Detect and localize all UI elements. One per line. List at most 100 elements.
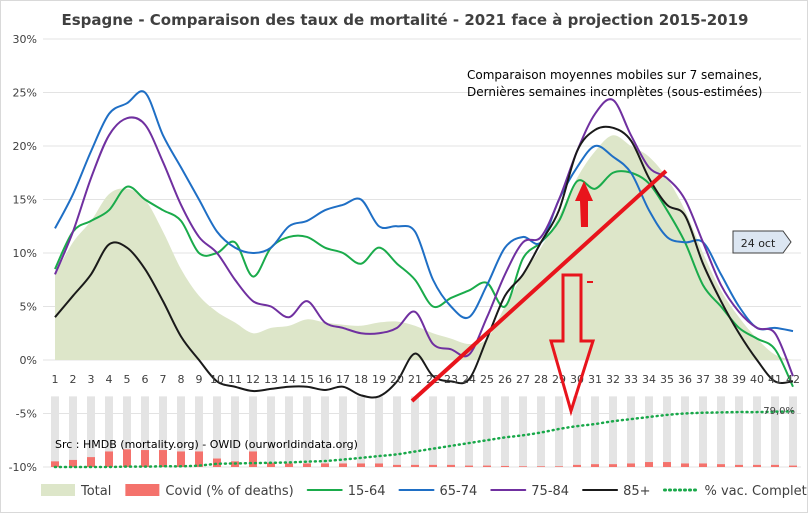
total-deaths-bar bbox=[591, 396, 599, 467]
x-tick-label: 34 bbox=[642, 373, 656, 386]
covid-bar bbox=[609, 464, 617, 467]
covid-bar bbox=[483, 465, 491, 467]
legend-label: Total bbox=[80, 484, 111, 499]
x-tick-label: 16 bbox=[318, 373, 332, 386]
covid-bar bbox=[753, 464, 761, 467]
covid-bar bbox=[123, 449, 131, 467]
covid-bar bbox=[447, 464, 455, 467]
covid-bar bbox=[51, 461, 59, 467]
y-tick-label: 25% bbox=[13, 87, 37, 100]
x-tick-label: 24 bbox=[462, 373, 476, 386]
total-deaths-bar bbox=[213, 396, 221, 467]
x-tick-label: 21 bbox=[408, 373, 422, 386]
total-deaths-bar bbox=[267, 396, 275, 467]
x-tick-label: 12 bbox=[246, 373, 260, 386]
covid-bar bbox=[627, 463, 635, 467]
total-deaths-bar bbox=[753, 396, 761, 467]
total-deaths-bar bbox=[123, 396, 131, 467]
x-tick-label: 6 bbox=[142, 373, 149, 386]
covid-bar bbox=[501, 465, 509, 467]
total-deaths-bar bbox=[627, 396, 635, 467]
y-tick-label: 30% bbox=[13, 33, 37, 46]
total-deaths-bar bbox=[375, 396, 383, 467]
total-deaths-bar bbox=[105, 396, 113, 467]
covid-bar bbox=[681, 463, 689, 467]
x-tick-label: 2 bbox=[70, 373, 77, 386]
covid-bar bbox=[285, 463, 293, 467]
x-tick-label: 18 bbox=[354, 373, 368, 386]
total-deaths-bar bbox=[231, 396, 239, 467]
legend-swatch bbox=[41, 484, 75, 496]
total-area bbox=[55, 135, 793, 360]
total-deaths-bar bbox=[501, 396, 509, 467]
total-deaths-bar bbox=[411, 396, 419, 467]
covid-bar bbox=[159, 450, 167, 467]
total-deaths-bar bbox=[735, 396, 743, 467]
total-deaths-bar bbox=[159, 396, 167, 467]
x-tick-label: 38 bbox=[714, 373, 728, 386]
covid-bar bbox=[789, 465, 797, 467]
total-deaths-bar bbox=[609, 396, 617, 467]
x-tick-label: 19 bbox=[372, 373, 386, 386]
covid-bar bbox=[249, 451, 257, 467]
x-tick-label: 32 bbox=[606, 373, 620, 386]
x-tick-label: 33 bbox=[624, 373, 638, 386]
covid-bar bbox=[213, 458, 221, 467]
x-tick-label: 28 bbox=[534, 373, 548, 386]
total-deaths-bar bbox=[357, 396, 365, 467]
x-tick-label: 40 bbox=[750, 373, 764, 386]
down-arrow-icon bbox=[549, 273, 596, 417]
total-deaths-bar bbox=[141, 396, 149, 467]
red-trend-line bbox=[410, 169, 668, 403]
covid-bar bbox=[645, 462, 653, 467]
total-deaths-bar bbox=[51, 396, 59, 467]
total-deaths-bar bbox=[321, 396, 329, 467]
covid-bar bbox=[177, 451, 185, 467]
line-15-64 bbox=[54, 170, 794, 388]
total-deaths-bar bbox=[177, 396, 185, 467]
covid-bar bbox=[69, 459, 77, 467]
date-label: 24 oct bbox=[741, 237, 776, 250]
x-tick-label: 37 bbox=[696, 373, 710, 386]
covid-bar bbox=[303, 463, 311, 467]
total-deaths-bar bbox=[645, 396, 653, 467]
x-tick-label: 20 bbox=[390, 373, 404, 386]
x-tick-label: 42 bbox=[786, 373, 800, 386]
covid-bar bbox=[411, 464, 419, 467]
x-tick-label: 4 bbox=[106, 373, 113, 386]
x-tick-label: 17 bbox=[336, 373, 350, 386]
x-tick-label: 7 bbox=[160, 373, 167, 386]
x-tick-label: 41 bbox=[768, 373, 782, 386]
covid-bar bbox=[591, 464, 599, 467]
y-tick-label: 5% bbox=[20, 301, 37, 314]
covid-bar bbox=[771, 464, 779, 467]
covid-bar bbox=[267, 462, 275, 467]
total-deaths-bar bbox=[789, 396, 797, 467]
y-tick-label: 10% bbox=[13, 247, 37, 260]
x-tick-label: 35 bbox=[660, 373, 674, 386]
y-tick-label: 15% bbox=[13, 194, 37, 207]
line-85- bbox=[54, 125, 794, 399]
total-deaths-bar bbox=[717, 396, 725, 467]
covid-bar bbox=[105, 451, 113, 467]
legend-label: 65-74 bbox=[440, 484, 478, 499]
total-deaths-bar bbox=[69, 396, 77, 467]
covid-bar bbox=[141, 450, 149, 467]
total-deaths-bar bbox=[483, 396, 491, 467]
covid-bar bbox=[375, 463, 383, 467]
covid-bar bbox=[663, 462, 671, 467]
x-tick-label: 27 bbox=[516, 373, 530, 386]
total-deaths-bar bbox=[771, 396, 779, 467]
x-tick-label: 5 bbox=[124, 373, 131, 386]
x-tick-label: 26 bbox=[498, 373, 512, 386]
x-tick-label: 25 bbox=[480, 373, 494, 386]
covid-bar bbox=[87, 457, 95, 467]
x-tick-label: 15 bbox=[300, 373, 314, 386]
legend-label: 85+ bbox=[623, 484, 650, 499]
total-deaths-bar bbox=[537, 396, 545, 467]
covid-bar bbox=[519, 466, 527, 467]
legend-label: % vac. Complets bbox=[705, 484, 808, 499]
total-deaths-bar bbox=[699, 396, 707, 467]
